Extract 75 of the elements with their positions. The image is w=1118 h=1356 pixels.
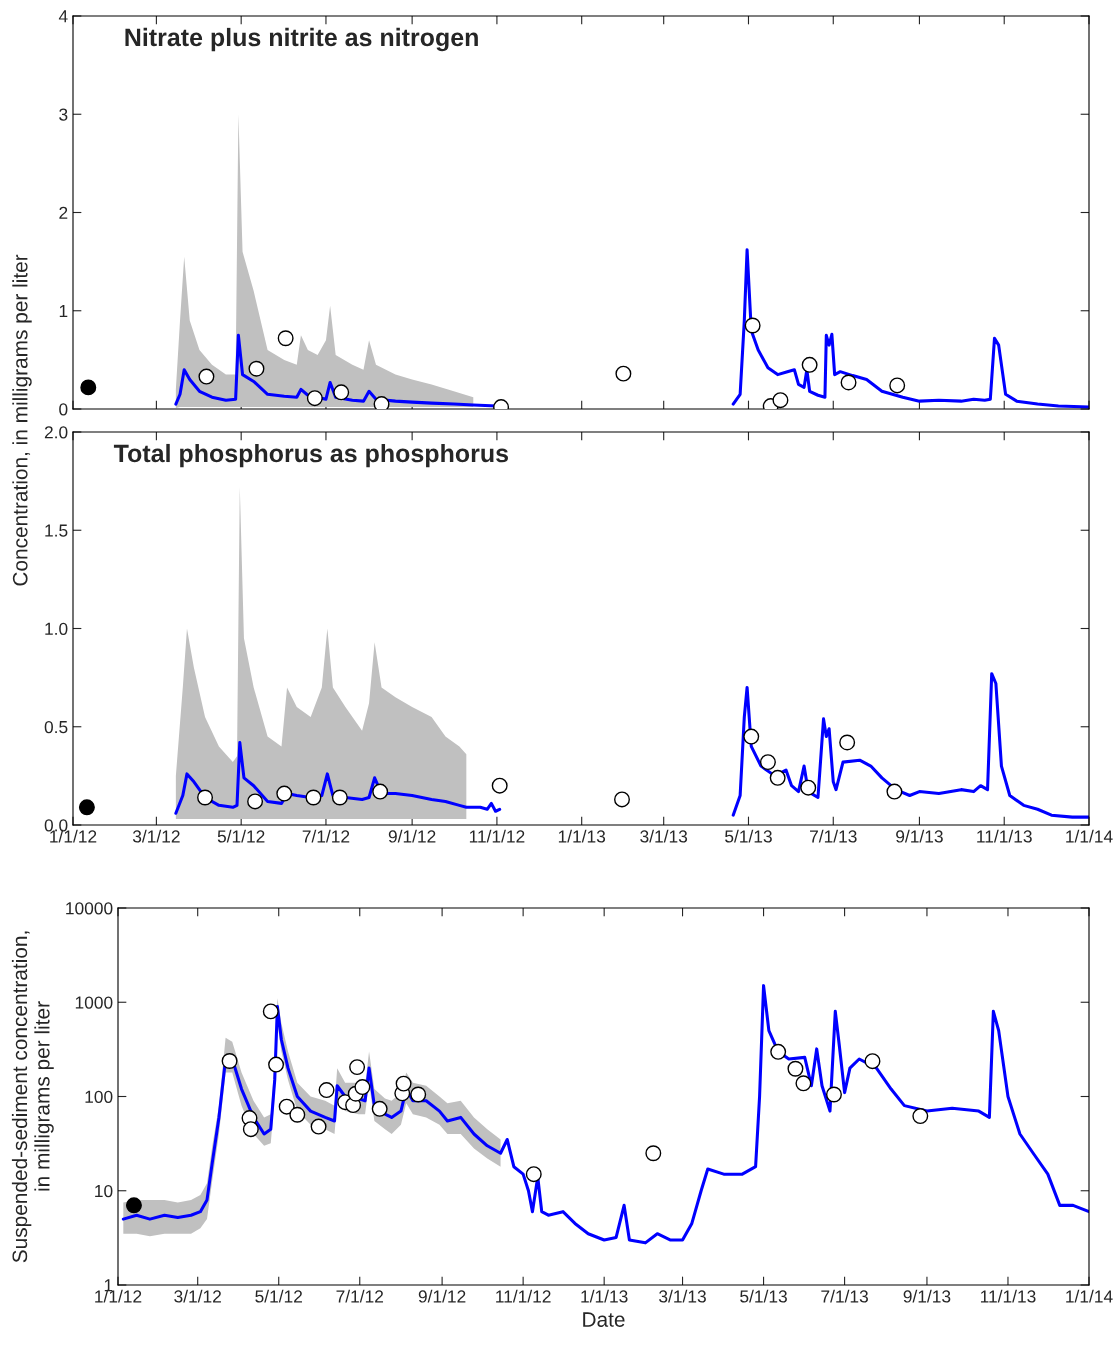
- x-tick-label: 9/1/12: [418, 1289, 466, 1303]
- line-series: [121, 984, 1089, 1245]
- x-tick-label: 5/1/13: [725, 829, 772, 843]
- x-axis-title: Date: [583, 1312, 625, 1327]
- x-tick-label: 7/1/13: [810, 829, 857, 843]
- x-tick-label: 7/1/12: [336, 1289, 384, 1303]
- point: [373, 396, 390, 409]
- y-tick-label: 1: [59, 305, 68, 318]
- point: [331, 789, 348, 806]
- x-tick-label: 3/1/13: [640, 829, 688, 843]
- point: [310, 1118, 327, 1135]
- x-tick-label: 3/1/12: [174, 1289, 221, 1303]
- point: [743, 728, 760, 745]
- point: [268, 1056, 285, 1073]
- x-tick-label: 5/1/12: [217, 829, 265, 843]
- x-tick-label: 11/1/13: [977, 829, 1032, 843]
- point: [770, 1043, 787, 1060]
- point: [247, 793, 264, 810]
- point: [276, 785, 293, 802]
- point: [800, 779, 817, 796]
- x-tick-label: 11/1/12: [469, 829, 525, 843]
- point: [395, 1075, 412, 1092]
- x-tick-label: 1/1/14: [1066, 829, 1113, 843]
- x-tick-label: 7/1/13: [821, 1289, 868, 1303]
- x-tick-label: 7/1/12: [302, 829, 350, 843]
- y-tick-label: 10: [95, 1184, 113, 1198]
- point: [125, 1197, 142, 1214]
- point: [769, 769, 786, 786]
- point: [289, 1106, 306, 1123]
- point: [333, 384, 350, 401]
- point: [221, 1053, 238, 1069]
- y-tick-label: 3: [59, 108, 68, 121]
- y-tick-label: 0: [59, 403, 68, 416]
- point: [197, 789, 214, 806]
- point: [78, 799, 95, 816]
- point: [248, 360, 265, 377]
- point: [886, 783, 903, 800]
- x-tick-label: 1/1/13: [558, 829, 606, 843]
- x-tick-label: 11/1/13: [980, 1289, 1036, 1303]
- y-tick-label: 0.5: [44, 720, 68, 734]
- chart-title: Total phosphorus as phosphorus: [113, 443, 508, 468]
- x-tick-label: 1/1/13: [581, 1289, 628, 1303]
- y-tick-label: 100: [85, 1090, 113, 1103]
- y-axis-title: Concentration, in milligrams per liter: [12, 254, 32, 586]
- x-tick-label: 11/1/12: [496, 1289, 551, 1303]
- point: [372, 783, 389, 800]
- x-tick-label: 9/1/12: [388, 829, 436, 843]
- y-tick-label: 10000: [66, 902, 113, 915]
- y-tick-label: 2: [59, 206, 68, 219]
- y-tick-label: 1000: [75, 996, 113, 1009]
- point: [744, 317, 761, 334]
- y-tick-label: 2.0: [44, 426, 68, 439]
- point: [772, 392, 789, 409]
- chart-title: Nitrate plus nitrite as nitrogen: [125, 27, 478, 52]
- y-axis-title: Suspended-sediment concentration, in milligrams per liter: [11, 931, 54, 1263]
- point: [198, 368, 215, 385]
- point: [825, 1086, 842, 1103]
- x-tick-label: 3/1/13: [659, 1289, 706, 1303]
- x-tick-label: 3/1/12: [132, 829, 180, 843]
- x-tick-label: 9/1/13: [896, 829, 943, 843]
- point: [306, 390, 323, 407]
- y-tick-label: 1.5: [45, 524, 68, 537]
- x-tick-label: 1/1/14: [1066, 1289, 1113, 1303]
- y-tick-label: 4: [58, 10, 68, 23]
- point: [864, 1053, 881, 1070]
- point: [242, 1121, 259, 1138]
- point: [80, 379, 97, 396]
- point: [371, 1100, 388, 1117]
- x-tick-label: 9/1/13: [903, 1289, 951, 1303]
- y-tick-label: 1.0: [45, 622, 68, 635]
- point: [354, 1079, 371, 1096]
- x-tick-label: 5/1/12: [255, 1289, 302, 1303]
- x-tick-label: 5/1/13: [740, 1289, 787, 1303]
- point: [305, 789, 322, 806]
- point: [410, 1086, 427, 1103]
